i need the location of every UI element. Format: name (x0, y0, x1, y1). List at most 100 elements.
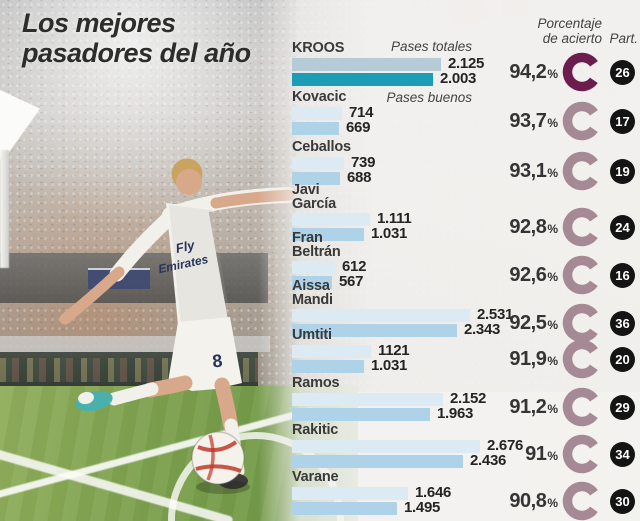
total-passes-bar (292, 393, 443, 406)
total-passes-bar (292, 213, 370, 226)
total-passes-value: 612 (342, 258, 367, 275)
player-name: Umtiti (292, 327, 332, 343)
accuracy-percentage: 90,8% (478, 488, 558, 516)
accuracy-number: 92,8 (509, 216, 547, 238)
good-passes-bar (292, 122, 339, 135)
accuracy-number: 92,5 (509, 312, 547, 334)
corner-flag-pole (0, 150, 9, 268)
accuracy-header-line2: de acierto (542, 31, 602, 46)
title-line-2: pasadores del año (22, 38, 251, 68)
player-photo-kroos: Fly Emirates 8 (59, 158, 296, 494)
percent-sign: % (547, 270, 558, 284)
participation-badge: 36 (610, 311, 635, 336)
player-name: Fran Beltrán (292, 230, 341, 260)
accuracy-ring-icon (562, 434, 602, 474)
percent-sign: % (547, 449, 558, 463)
page-title: Los mejores pasadores del año (22, 8, 251, 68)
participation-badge: 24 (610, 215, 635, 240)
accuracy-column-header: Porcentaje de acierto (470, 16, 602, 46)
good-passes-bar (292, 324, 457, 337)
total-passes-value: 2.531 (477, 306, 514, 323)
participation-badge: 20 (610, 347, 635, 372)
total-passes-bar (292, 487, 408, 500)
player-name: KROOS (292, 40, 345, 56)
jersey-sponsor-text: Fly (174, 237, 196, 256)
good-passes-bar (292, 408, 430, 421)
good-passes-bar (292, 502, 397, 515)
good-passes-value: 2.003 (440, 70, 477, 87)
percent-sign: % (547, 496, 558, 510)
good-passes-value: 1.963 (437, 405, 474, 422)
percent-sign: % (547, 318, 558, 332)
accuracy-percentage: 92,6% (478, 262, 558, 290)
accuracy-number: 93,7 (509, 110, 547, 132)
accuracy-percentage: 92,8% (478, 214, 558, 242)
good-passes-bar (292, 276, 332, 289)
player-name: Rakitic (292, 422, 339, 438)
accuracy-number: 93,1 (509, 160, 547, 182)
good-passes-bar (292, 360, 364, 373)
percent-sign: % (547, 67, 558, 81)
accuracy-percentage: 94,2% (478, 59, 558, 87)
accuracy-percentage: 91% (478, 441, 558, 469)
accuracy-percentage: 91,2% (478, 394, 558, 422)
accuracy-number: 94,2 (509, 61, 547, 83)
total-passes-bar (292, 58, 441, 71)
accuracy-number: 91 (525, 443, 547, 465)
percent-sign: % (547, 222, 558, 236)
good-passes-bar (292, 172, 340, 185)
accuracy-header-line1: Porcentaje (537, 16, 602, 31)
player-name: Kovacic (292, 89, 347, 105)
accuracy-ring-icon (562, 255, 602, 295)
player-name: Ramos (292, 375, 340, 391)
shorts-number: 8 (211, 351, 223, 372)
good-passes-value: 2.343 (464, 321, 501, 338)
accuracy-ring-icon (562, 101, 602, 141)
participation-badge: 30 (610, 489, 635, 514)
total-passes-bar (292, 107, 342, 120)
good-passes-value: 2.436 (470, 452, 507, 469)
participation-badge: 19 (610, 159, 635, 184)
accuracy-number: 91,9 (509, 348, 547, 370)
participation-badge: 16 (610, 263, 635, 288)
good-passes-value: 669 (346, 119, 371, 136)
total-passes-bar (292, 309, 470, 322)
percent-sign: % (547, 354, 558, 368)
good-passes-value: 1.031 (371, 357, 408, 374)
accuracy-ring-icon (562, 481, 602, 521)
participation-badge: 29 (610, 395, 635, 420)
total-passes-value: 1121 (378, 342, 410, 359)
accuracy-percentage: 93,1% (478, 158, 558, 186)
good-passes-series-label: Pases buenos (386, 90, 472, 105)
total-passes-bar (292, 157, 344, 170)
good-passes-bar (292, 228, 364, 241)
total-passes-bar (292, 261, 335, 274)
total-passes-value: 2.676 (487, 437, 524, 454)
title-line-1: Los mejores (22, 8, 176, 38)
accuracy-ring-icon (562, 52, 602, 92)
accuracy-percentage: 91,9% (478, 346, 558, 374)
total-passes-value: 739 (351, 154, 376, 171)
percent-sign: % (547, 402, 558, 416)
good-passes-value: 567 (339, 273, 364, 290)
accuracy-number: 90,8 (509, 490, 547, 512)
good-passes-value: 1.495 (404, 499, 441, 516)
good-passes-bar (292, 455, 463, 468)
total-passes-series-label: Pases totales (390, 39, 472, 54)
participation-badge: 17 (610, 109, 635, 134)
accuracy-number: 91,2 (509, 396, 547, 418)
good-passes-value: 1.031 (371, 225, 408, 242)
total-passes-value: 714 (349, 104, 374, 121)
player-name: Varane (292, 469, 339, 485)
percent-sign: % (547, 166, 558, 180)
